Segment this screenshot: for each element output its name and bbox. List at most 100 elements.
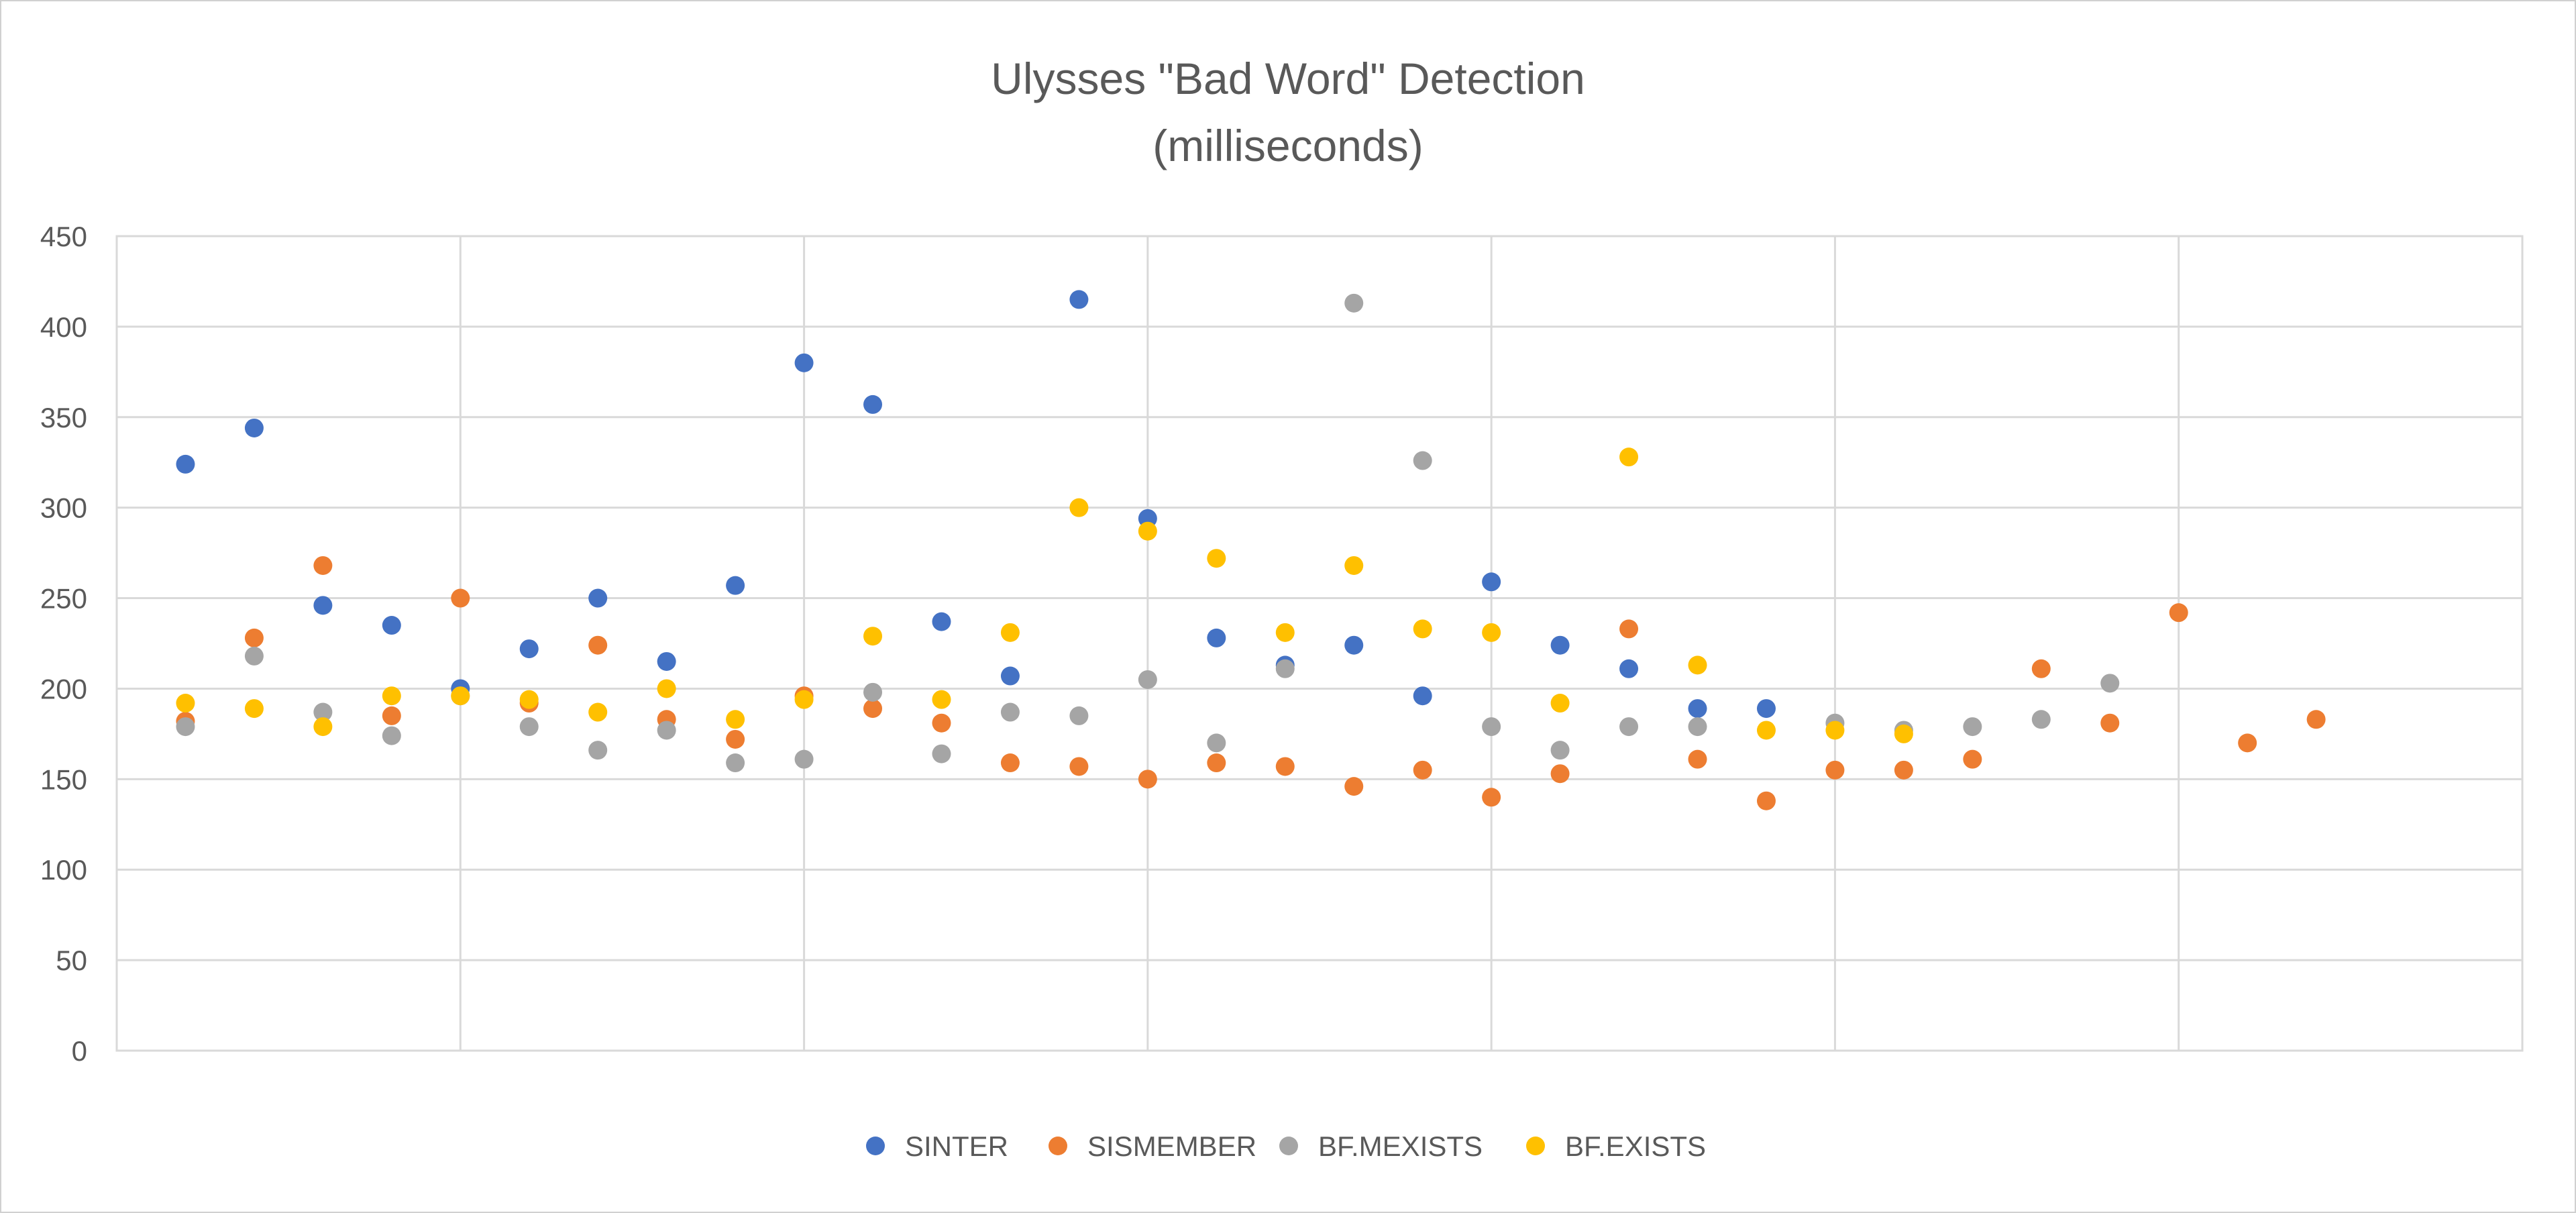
legend: SINTER SISMEMBER BF.MEXISTS BF.EXISTS <box>866 1130 1706 1162</box>
y-tick-label: 300 <box>40 492 87 524</box>
data-point <box>313 717 333 737</box>
x-gridlines <box>115 236 2524 1051</box>
data-point <box>1207 733 1226 753</box>
data-point <box>863 394 883 414</box>
data-point <box>2100 674 2120 693</box>
data-point <box>313 702 333 722</box>
data-point <box>1000 753 1020 773</box>
y-tick-label: 200 <box>40 673 87 704</box>
data-point <box>1344 777 1364 796</box>
data-point <box>1825 721 1845 740</box>
data-point <box>451 686 470 706</box>
data-point <box>588 588 608 608</box>
data-point <box>1344 635 1364 655</box>
data-point <box>2169 603 2188 623</box>
data-point <box>657 721 676 740</box>
data-point <box>726 729 745 749</box>
data-point <box>1069 290 1089 309</box>
data-point <box>1550 694 1570 713</box>
data-point <box>1756 721 1776 740</box>
data-point <box>1000 702 1020 722</box>
data-point <box>1894 724 1913 743</box>
data-point <box>863 682 883 702</box>
data-point <box>2031 710 2051 729</box>
data-point <box>2100 713 2120 733</box>
data-point <box>1482 623 1501 642</box>
data-point <box>794 690 814 709</box>
data-point <box>382 616 401 635</box>
data-point <box>2238 733 2257 753</box>
data-point <box>244 418 264 437</box>
data-point <box>1688 699 1707 719</box>
data-point <box>1963 749 1982 769</box>
data-point <box>726 576 745 595</box>
data-point <box>244 628 264 647</box>
data-point <box>588 635 608 655</box>
data-point <box>1482 572 1501 592</box>
data-point <box>244 646 264 666</box>
data-point <box>1619 447 1639 467</box>
data-point <box>1963 717 1982 737</box>
data-point <box>313 556 333 575</box>
data-point <box>932 612 951 631</box>
data-point <box>519 717 539 737</box>
data-point <box>2306 710 2326 729</box>
data-point <box>932 713 951 733</box>
data-point <box>1825 760 1845 780</box>
data-point <box>1482 788 1501 807</box>
data-point <box>1344 556 1364 575</box>
data-point <box>657 651 676 671</box>
data-point <box>1688 749 1707 769</box>
data-point <box>1756 791 1776 810</box>
data-point <box>1756 699 1776 719</box>
data-point <box>1344 293 1364 313</box>
data-points <box>176 290 2326 810</box>
data-point <box>1619 619 1639 639</box>
data-point <box>1619 659 1639 678</box>
legend-item: BF.MEXISTS <box>1279 1130 1483 1162</box>
data-point <box>1550 741 1570 760</box>
data-point <box>1069 757 1089 776</box>
data-point <box>1413 760 1432 780</box>
y-gridlines <box>117 235 2522 1052</box>
data-point <box>1688 655 1707 675</box>
data-point <box>1000 666 1020 686</box>
series-bf-exists <box>176 447 1913 743</box>
data-point <box>382 686 401 706</box>
data-point <box>1207 549 1226 568</box>
y-tick-label: 400 <box>40 311 87 343</box>
data-point <box>244 699 264 719</box>
legend-label: SISMEMBER <box>1087 1130 1256 1162</box>
y-tick-label: 250 <box>40 583 87 615</box>
legend-item: SINTER <box>866 1130 1008 1162</box>
data-point <box>1550 635 1570 655</box>
data-point <box>1275 659 1295 678</box>
data-point <box>657 679 676 698</box>
chart-title: Ulysses "Bad Word" Detection <box>991 54 1585 103</box>
data-point <box>726 753 745 773</box>
data-point <box>863 627 883 646</box>
data-point <box>1894 760 1913 780</box>
data-point <box>726 710 745 729</box>
y-tick-label: 350 <box>40 402 87 433</box>
data-point <box>519 690 539 709</box>
data-point <box>932 690 951 709</box>
data-point <box>863 699 883 719</box>
data-point <box>1482 717 1501 737</box>
data-point <box>1275 623 1295 642</box>
legend-marker <box>1526 1137 1545 1155</box>
plot-frame <box>115 235 2524 1052</box>
data-point <box>1550 764 1570 784</box>
data-point <box>1069 706 1089 725</box>
y-tick-label: 0 <box>72 1035 87 1067</box>
data-point <box>1207 753 1226 773</box>
data-point <box>2031 659 2051 678</box>
data-point <box>588 702 608 722</box>
series-sinter <box>176 290 1776 719</box>
data-point <box>1275 757 1295 776</box>
y-tick-label: 450 <box>40 221 87 252</box>
data-point <box>1138 670 1157 689</box>
legend-label: BF.MEXISTS <box>1318 1130 1483 1162</box>
data-point <box>1069 498 1089 517</box>
